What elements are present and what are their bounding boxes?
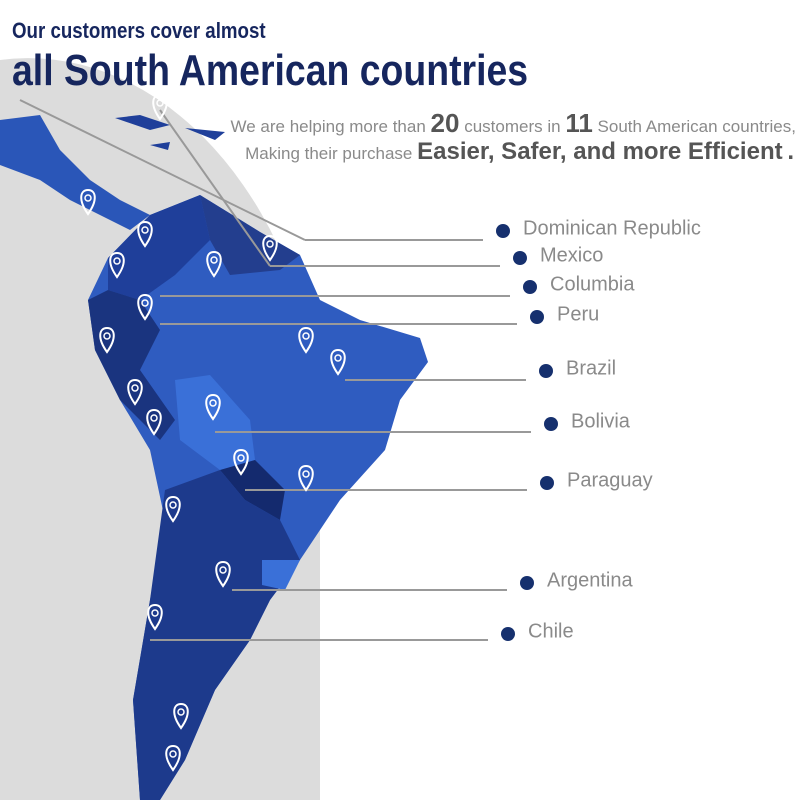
- leader-line: [19, 99, 306, 241]
- label-dot: [496, 224, 510, 238]
- label-dot: [540, 476, 554, 490]
- pin: [99, 326, 115, 354]
- pin: [233, 448, 249, 476]
- pin-dot: [266, 240, 274, 248]
- pin: [137, 220, 153, 248]
- pin-dot: [169, 501, 177, 509]
- pin-dot: [169, 750, 177, 758]
- label-dot: [530, 310, 544, 324]
- subtitle-text: South American countries,: [597, 117, 796, 136]
- country-label: Mexico: [540, 244, 603, 266]
- pin-dot: [302, 470, 310, 478]
- country-label: Chile: [528, 620, 574, 642]
- country-label: Bolivia: [571, 410, 631, 432]
- pin: [80, 188, 96, 216]
- subtitle-emphasis: Easier, Safer, and more Efficient: [417, 138, 783, 165]
- country-label: Peru: [557, 303, 599, 325]
- pin-dot: [113, 257, 121, 265]
- pin: [205, 393, 221, 421]
- subtitle-number: 11: [565, 108, 593, 138]
- pin-dot: [150, 414, 158, 422]
- pin-dot: [334, 354, 342, 362]
- pin-dot: [131, 384, 139, 392]
- pin: [109, 251, 125, 279]
- pin: [215, 560, 231, 588]
- country-label: Argentina: [547, 569, 633, 591]
- pin-dot: [84, 194, 92, 202]
- pin-dot: [141, 226, 149, 234]
- caribbean: [115, 115, 225, 150]
- label-dot: [501, 627, 515, 641]
- pin: [330, 348, 346, 376]
- pin-dot: [237, 454, 245, 462]
- label-dot: [539, 364, 553, 378]
- country-label: Paraguay: [567, 469, 653, 491]
- subtitle-line2: Making their purchase Easier, Safer, and…: [245, 138, 794, 166]
- pin: [173, 702, 189, 730]
- pin-dot: [177, 708, 185, 716]
- colombia-region: [108, 195, 210, 300]
- pin-dot: [210, 256, 218, 264]
- country-label: Dominican Republic: [523, 217, 701, 239]
- venezuela-region: [200, 195, 300, 275]
- pins: [80, 93, 346, 772]
- pin: [146, 408, 162, 436]
- country-label: Brazil: [566, 357, 616, 379]
- pin: [127, 378, 143, 406]
- header-line1: Our customers cover almost: [12, 18, 266, 43]
- pin: [298, 326, 314, 354]
- label-dot: [544, 417, 558, 431]
- subtitle-text: Making their purchase: [245, 144, 413, 163]
- pin: [152, 93, 168, 121]
- pin-dot: [209, 399, 217, 407]
- pin-dot: [103, 332, 111, 340]
- pin-dot: [302, 332, 310, 340]
- pin-dot: [219, 566, 227, 574]
- pin: [298, 464, 314, 492]
- pin: [165, 495, 181, 523]
- subtitle-text: customers in: [464, 117, 561, 136]
- subtitle-line1: We are helping more than 20 customers in…: [231, 108, 797, 139]
- central-america: [0, 115, 150, 230]
- uruguay-region: [262, 560, 300, 590]
- bolivia-region: [175, 375, 255, 470]
- leader-lines: [19, 99, 531, 641]
- pin: [206, 250, 222, 278]
- pin: [137, 293, 153, 321]
- header-line2: all South American countries: [12, 46, 529, 95]
- label-dot: [513, 251, 527, 265]
- country-labels: Dominican Republic Mexico Columbia Peru Braz…: [496, 217, 701, 642]
- subtitle-number: 20: [430, 108, 460, 138]
- pin: [262, 234, 278, 262]
- pin: [147, 603, 163, 631]
- subtitle-period: .: [787, 138, 794, 165]
- pin-dot: [156, 99, 164, 107]
- country-label: Columbia: [550, 273, 635, 295]
- pin-dot: [151, 609, 159, 617]
- label-dot: [523, 280, 537, 294]
- leader-line: [159, 109, 271, 267]
- pin: [165, 744, 181, 772]
- label-dot: [520, 576, 534, 590]
- subtitle-text: We are helping more than: [230, 117, 426, 136]
- pin-dot: [141, 299, 149, 307]
